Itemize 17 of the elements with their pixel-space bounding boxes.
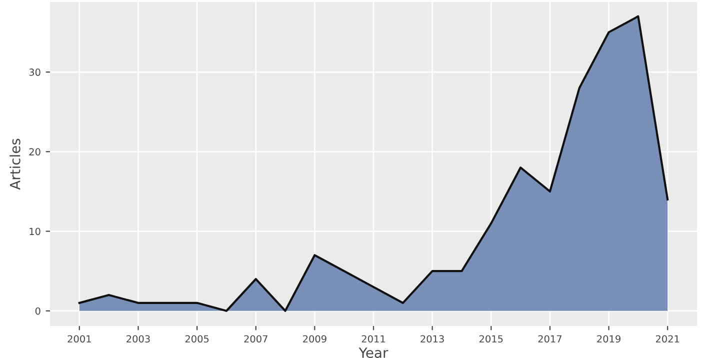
x-tick-label: 2019 — [597, 335, 620, 343]
y-axis-title: Articles — [10, 138, 20, 190]
x-tick-label: 2011 — [362, 335, 385, 343]
x-tick-label: 2007 — [244, 335, 268, 343]
x-tick-label: 2015 — [479, 335, 503, 343]
y-tick-label: 30 — [29, 68, 40, 76]
x-tick-label: 2003 — [126, 335, 150, 343]
y-tick-label: 0 — [35, 307, 40, 315]
y-tick-label: 10 — [30, 228, 40, 236]
x-tick-label: 2005 — [185, 335, 209, 343]
x-tick-label: 2009 — [303, 335, 326, 343]
x-tick-label: 2021 — [656, 335, 680, 343]
x-tick-label: 2017 — [538, 335, 562, 343]
x-axis-title: Year — [358, 348, 388, 358]
y-tick-label: 20 — [29, 148, 40, 156]
x-tick-label: 2013 — [420, 335, 444, 343]
x-tick-label: 2001 — [68, 335, 91, 343]
